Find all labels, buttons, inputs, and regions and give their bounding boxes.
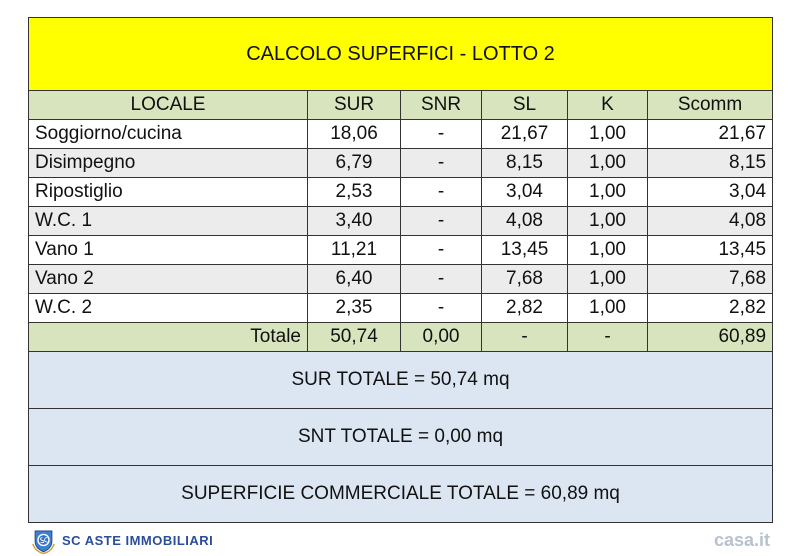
cell-k: 1,00 [567,235,648,265]
summary-sur: SUR TOTALE = 50,74 mq [27,351,774,409]
col-header: SUR [307,90,401,120]
total-label: Totale [28,322,308,352]
total-cell: - [567,322,648,352]
cell-scomm: 2,82 [646,293,774,323]
room-name: Vano 1 [28,235,308,265]
cell-sl: 7,68 [481,264,568,294]
surface-table: CALCOLO SUPERFICI - LOTTO 2 LOCALE SUR S… [27,17,774,523]
total-row: Totale 50,74 0,00 - - 60,89 [28,322,774,352]
table-row: Soggiorno/cucina 18,06-21,67 1,00 21,67 [28,119,774,149]
cell-scomm: 8,15 [646,148,774,178]
total-cell: - [481,322,568,352]
cell-k: 1,00 [567,177,648,207]
cell-scomm: 4,08 [646,206,774,236]
room-name: W.C. 2 [28,293,308,323]
cell-snr: - [400,293,482,323]
cell-scomm: 3,04 [646,177,774,207]
cell-sl: 2,82 [481,293,568,323]
room-name: Ripostiglio [28,177,308,207]
cell-sur: 18,06 [307,119,401,149]
cell-sur: 6,40 [307,264,401,294]
total-cell: 0,00 [400,322,482,352]
cell-sur: 3,40 [307,206,401,236]
room-name: Vano 2 [28,264,308,294]
sc-aste-logo-icon [32,530,55,554]
cell-k: 1,00 [567,206,648,236]
cell-scomm: 21,67 [646,119,774,149]
cell-sl: 3,04 [481,177,568,207]
table-row: Ripostiglio 2,53-3,04 1,00 3,04 [28,177,774,207]
table-row: W.C. 2 2,35-2,82 1,00 2,82 [28,293,774,323]
room-name: Soggiorno/cucina [28,119,308,149]
cell-snr: - [400,119,482,149]
cell-k: 1,00 [567,119,648,149]
col-header: Scomm [646,90,774,120]
table-row: Vano 2 6,40-7,68 1,00 7,68 [28,264,774,294]
cell-k: 1,00 [567,264,648,294]
col-header: LOCALE [28,90,308,120]
summary-commercial: SUPERFICIE COMMERCIALE TOTALE = 60,89 mq [27,465,774,523]
cell-sl: 8,15 [481,148,568,178]
table-title: CALCOLO SUPERFICI - LOTTO 2 [27,17,774,91]
col-header: K [567,90,648,120]
logo-text: SC ASTE IMMOBILIARI [62,533,214,548]
cell-scomm: 13,45 [646,235,774,265]
casa-watermark: casa.it [713,530,770,550]
cell-snr: - [400,177,482,207]
cell-sl: 4,08 [481,206,568,236]
cell-sl: 21,67 [481,119,568,149]
table-row: Vano 1 11,21-13,45 1,00 13,45 [28,235,774,265]
room-name: Disimpegno [28,148,308,178]
cell-k: 1,00 [567,148,648,178]
cell-sur: 2,53 [307,177,401,207]
header-row: LOCALE SUR SNR SL K Scomm [28,90,774,120]
cell-snr: - [400,206,482,236]
cell-sur: 2,35 [307,293,401,323]
cell-snr: - [400,264,482,294]
col-header: SL [481,90,568,120]
table-row: Disimpegno 6,79-8,15 1,00 8,15 [28,148,774,178]
col-header: SNR [400,90,482,120]
summary-snt: SNT TOTALE = 0,00 mq [27,408,774,466]
cell-k: 1,00 [567,293,648,323]
cell-sl: 13,45 [481,235,568,265]
table-row: W.C. 1 3,40-4,08 1,00 4,08 [28,206,774,236]
cell-sur: 6,79 [307,148,401,178]
cell-snr: - [400,235,482,265]
cell-sur: 11,21 [307,235,401,265]
total-cell: 60,89 [646,322,774,352]
cell-scomm: 7,68 [646,264,774,294]
cell-snr: - [400,148,482,178]
room-name: W.C. 1 [28,206,308,236]
total-cell: 50,74 [307,322,401,352]
